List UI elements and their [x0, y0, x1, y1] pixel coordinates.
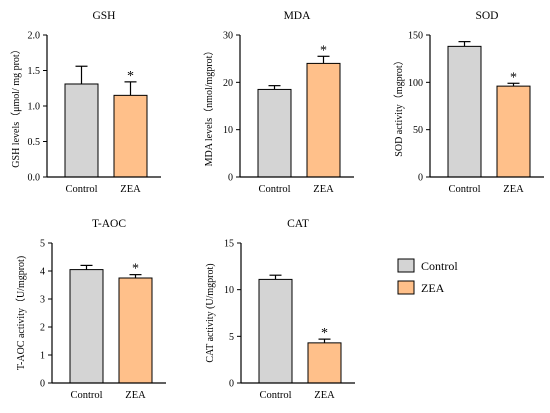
x-tick-label: ZEA: [125, 390, 146, 401]
legend-swatch-zea: [397, 280, 415, 295]
bar-zea: [307, 342, 342, 384]
y-tick-label: 0: [228, 173, 233, 184]
y-tick-label: 4: [40, 267, 45, 278]
significance-marker: *: [132, 262, 139, 277]
chart-panel-gsh: GSH GSH levels（μmol/ mg prot） Control * ZEA 0…: [10, 10, 161, 195]
chart-panel-sod: SOD SOD activity（mgprot） Control * ZEA 0 50 100…: [393, 10, 544, 195]
bar-zea: [496, 85, 531, 178]
y-axis-label: GSH levels（μmol/ mg prot）: [10, 44, 22, 167]
y-tick-label: 5: [229, 332, 234, 343]
chart-title: SOD: [475, 10, 498, 22]
bar-zea: [113, 94, 148, 178]
bar-zea: [118, 277, 153, 384]
legend-label-zea: ZEA: [421, 281, 445, 295]
chart-panel-t-aoc: T-AOC T-AOC activity（U/mgprot) Control * ZEA…: [15, 218, 166, 401]
chart-title: CAT: [287, 218, 309, 230]
bar-control: [257, 88, 292, 178]
legend-swatch-control: [397, 258, 415, 273]
y-tick-label: 5: [40, 239, 45, 250]
y-tick-label: 150: [408, 31, 423, 42]
y-tick-label: 0: [40, 379, 45, 390]
y-tick-label: 1.0: [28, 102, 41, 113]
legend: Control ZEA: [397, 258, 458, 295]
y-tick-label: 15: [224, 239, 234, 250]
y-axis-label: MDA levels（nmol/mgprot）: [203, 46, 215, 167]
y-tick-label: 20: [223, 78, 233, 89]
chart-panel-cat: CAT CAT activity (U/mgprot) Control * ZEA 0 5 1…: [205, 218, 355, 401]
x-tick-label: Control: [258, 184, 290, 195]
y-tick-label: 1: [40, 351, 45, 362]
y-tick-label: 30: [223, 31, 233, 42]
significance-marker: *: [127, 69, 134, 84]
y-tick-label: 0.0: [28, 173, 41, 184]
y-tick-label: 0.5: [28, 137, 41, 148]
x-tick-label: ZEA: [503, 184, 524, 195]
x-tick-label: Control: [65, 184, 97, 195]
y-axis-label: T-AOC activity（U/mgprot): [15, 256, 27, 370]
y-tick-label: 3: [40, 295, 45, 306]
significance-marker: *: [510, 70, 517, 85]
y-tick-label: 0: [229, 379, 234, 390]
y-axis-label: CAT activity (U/mgprot): [205, 263, 216, 362]
significance-marker: *: [320, 43, 327, 58]
y-tick-label: 100: [408, 78, 423, 89]
y-axis-label: SOD activity（mgprot）: [393, 55, 405, 156]
chart-title: T-AOC: [92, 218, 126, 230]
y-tick-label: 2: [40, 323, 45, 334]
bar-zea: [306, 62, 341, 178]
y-tick-label: 10: [224, 285, 234, 296]
x-tick-label: Control: [259, 390, 291, 401]
x-tick-label: ZEA: [313, 184, 334, 195]
bar-control: [447, 45, 482, 178]
x-tick-label: ZEA: [120, 184, 141, 195]
significance-marker: *: [321, 326, 328, 341]
bar-control: [69, 269, 104, 384]
y-tick-label: 0: [418, 173, 423, 184]
x-tick-label: ZEA: [314, 390, 335, 401]
y-tick-label: 1.5: [28, 66, 41, 77]
y-tick-label: 10: [223, 125, 233, 136]
bar-control: [258, 278, 293, 384]
legend-label-control: Control: [421, 259, 458, 273]
chart-title: GSH: [92, 10, 115, 22]
y-tick-label: 50: [413, 125, 423, 136]
x-tick-label: Control: [70, 390, 102, 401]
y-tick-label: 2.0: [28, 31, 41, 42]
x-tick-label: Control: [448, 184, 480, 195]
chart-title: MDA: [284, 10, 312, 22]
bar-control: [64, 83, 99, 178]
chart-panel-mda: MDA MDA levels（nmol/mgprot） Control * ZEA 0 10…: [203, 10, 354, 195]
